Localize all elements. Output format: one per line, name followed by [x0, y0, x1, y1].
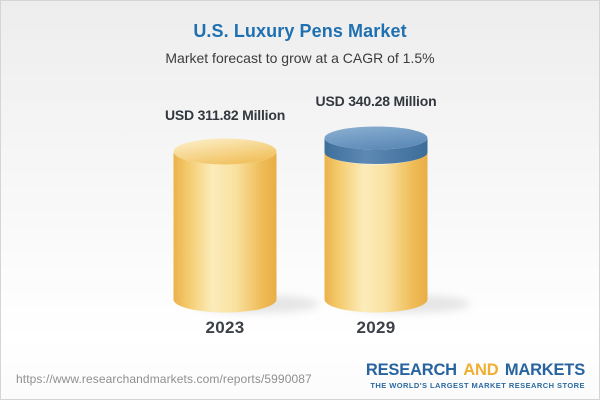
chart-subtitle: Market forecast to grow at a CAGR of 1.5…	[165, 50, 435, 66]
value-label-2023: USD 311.82 Million	[164, 107, 286, 123]
logo-word-research: RESEARCH	[365, 361, 457, 379]
year-label-2023: 2023	[205, 318, 245, 337]
growth-cap	[324, 126, 428, 164]
cylinder-2023	[173, 138, 277, 313]
logo-tagline: THE WORLD'S LARGEST MARKET RESEARCH STOR…	[370, 380, 585, 390]
year-label-2029: 2029	[356, 318, 396, 337]
value-label-2029: USD 340.28 Million	[315, 93, 437, 109]
logo-word-markets: MARKETS	[504, 361, 585, 379]
logo-wordmark: RESEARCH AND MARKETS	[366, 362, 585, 379]
research-and-markets-logo: RESEARCH AND MARKETS THE WORLD'S LARGEST…	[366, 362, 585, 389]
chart-title: U.S. Luxury Pens Market	[193, 21, 407, 41]
cylinder-2029	[324, 126, 428, 313]
report-url: https://www.researchandmarkets.com/repor…	[16, 372, 312, 386]
logo-word-and: AND	[463, 361, 499, 379]
